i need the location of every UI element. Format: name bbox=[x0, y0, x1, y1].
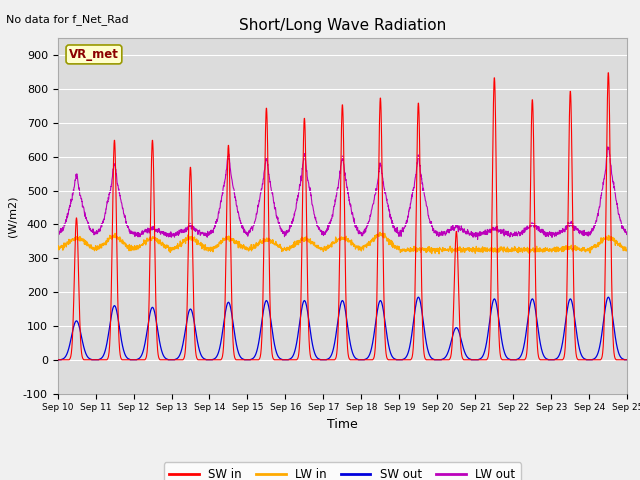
Text: No data for f_Net_Rad: No data for f_Net_Rad bbox=[6, 14, 129, 25]
Legend: SW in, LW in, SW out, LW out: SW in, LW in, SW out, LW out bbox=[164, 462, 521, 480]
X-axis label: Time: Time bbox=[327, 418, 358, 431]
Title: Short/Long Wave Radiation: Short/Long Wave Radiation bbox=[239, 18, 446, 33]
Text: VR_met: VR_met bbox=[69, 48, 119, 61]
Y-axis label: (W/m2): (W/m2) bbox=[7, 195, 17, 237]
